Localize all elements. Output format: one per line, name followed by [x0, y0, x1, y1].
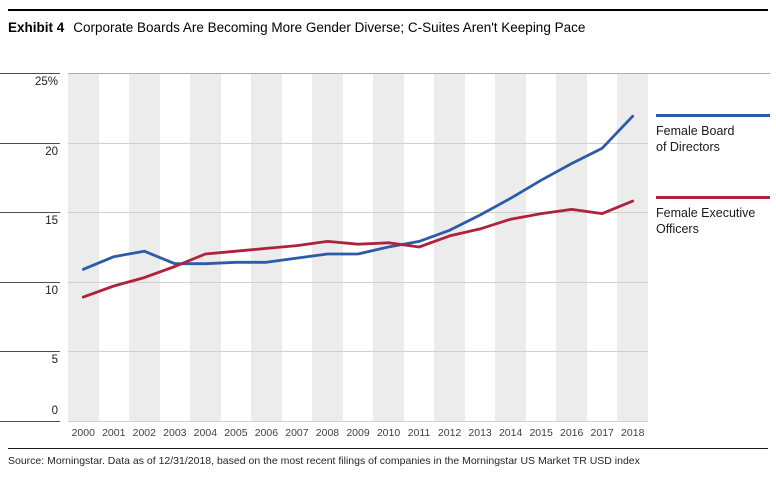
year-band-2012	[434, 73, 466, 421]
x-tick-label-2013: 2013	[468, 427, 492, 439]
x-tick-label-2012: 2012	[437, 427, 462, 439]
line-female-board-of-directors	[81, 114, 635, 271]
legend-label-executive: Female Executive Officers	[656, 205, 772, 238]
legend-swatch-executive-line	[656, 196, 770, 199]
x-tick-label-2007: 2007	[285, 427, 309, 439]
x-tick-label-2004: 2004	[193, 427, 218, 439]
legend-label-board-line2: of Directors	[656, 140, 720, 155]
x-tick-label-2002: 2002	[132, 427, 156, 439]
line-chart-plot	[81, 114, 635, 299]
top-rule	[8, 9, 768, 11]
x-tick-label-2016: 2016	[559, 427, 584, 439]
year-band-2004	[190, 73, 222, 421]
gridline-25	[68, 73, 770, 74]
x-tick-label-2011: 2011	[407, 427, 431, 439]
y-tick-label-25: 25%	[34, 76, 58, 88]
gridline-5	[68, 351, 648, 352]
legend-label-executive-line1: Female Executive	[656, 206, 756, 220]
year-band-2008	[312, 73, 344, 421]
y-tick-label-0: 0	[51, 405, 58, 417]
legend-label-board: Female Board of Directors	[656, 123, 772, 156]
year-band-2014	[495, 73, 527, 421]
y-tick-10	[0, 282, 60, 283]
x-tick-label-2001: 2001	[102, 427, 126, 439]
x-tick-label-2014: 2014	[498, 427, 523, 439]
legend-label-board-line1: Female Board	[656, 124, 735, 138]
line-female-executive-officers	[81, 199, 635, 299]
gridline-0	[68, 421, 648, 422]
gridline-15	[68, 212, 648, 213]
page-title: Exhibit 4 Corporate Boards Are Becoming M…	[8, 20, 768, 35]
year-band-2000	[68, 73, 100, 421]
x-tick-label-2018: 2018	[621, 427, 645, 439]
gridline-20	[68, 143, 648, 144]
x-tick-label-2009: 2009	[346, 427, 370, 439]
x-tick-label-2008: 2008	[315, 427, 340, 439]
x-tick-label-2006: 2006	[254, 427, 279, 439]
x-tick-label-2000: 2000	[71, 427, 95, 439]
x-tick-label-2005: 2005	[224, 427, 248, 439]
exhibit-label: Exhibit 4	[8, 20, 65, 35]
y-tick-5	[0, 351, 60, 352]
year-band-2018	[617, 73, 649, 421]
legend-label-executive-line2: Officers	[656, 222, 699, 237]
y-tick-25	[0, 73, 60, 74]
y-tick-20	[0, 143, 60, 144]
legend-entry-board: Female Board of Directors	[656, 114, 772, 156]
legend-entry-executive: Female Executive Officers	[656, 196, 772, 238]
year-band-2016	[556, 73, 588, 421]
y-tick-15	[0, 212, 60, 213]
legend-swatch-board-line	[656, 114, 770, 117]
gridline-10	[68, 282, 648, 283]
x-tick-label-2003: 2003	[163, 427, 187, 439]
x-tick-label-2015: 2015	[529, 427, 553, 439]
x-tick-label-2010: 2010	[376, 427, 401, 439]
title-text: Corporate Boards Are Becoming More Gende…	[73, 20, 586, 35]
source-note: Source: Morningstar. Data as of 12/31/20…	[8, 455, 640, 467]
y-tick-label-10: 10	[45, 285, 58, 297]
year-band-2002	[129, 73, 161, 421]
y-tick-0	[0, 421, 60, 422]
y-tick-label-5: 5	[51, 354, 58, 366]
x-tick-label-2017: 2017	[590, 427, 614, 439]
y-tick-label-20: 20	[45, 146, 58, 158]
bottom-rule	[8, 448, 768, 449]
y-tick-label-15: 15	[45, 215, 58, 227]
